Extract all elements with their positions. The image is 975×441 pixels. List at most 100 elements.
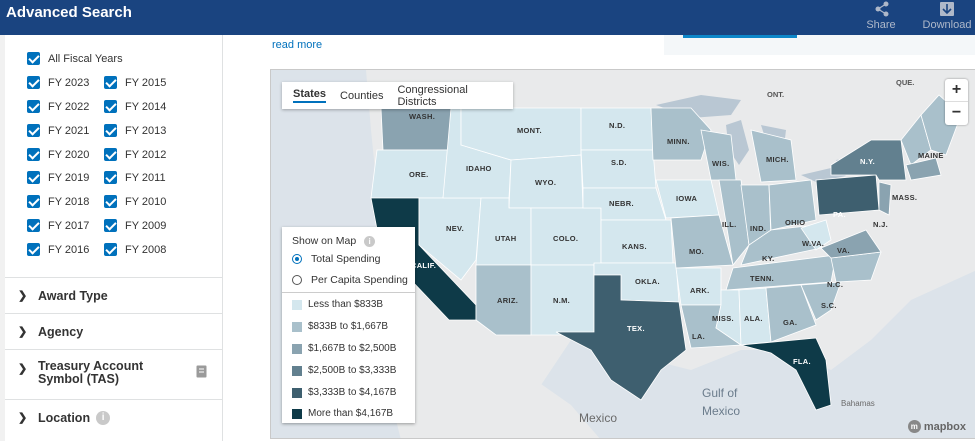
fy-checkbox[interactable]: FY 2011 — [104, 171, 166, 184]
legend-item: $2,500B to $3,333B — [292, 365, 396, 376]
state-label: MONT. — [517, 126, 542, 135]
map-scope-tabs: States Counties Congressional Districts — [282, 82, 513, 109]
state-label: N.J. — [873, 220, 888, 229]
fy-checkbox[interactable]: FY 2021 — [27, 124, 89, 137]
legend-swatch — [292, 299, 302, 310]
state-label: N.C. — [827, 280, 844, 289]
state-label: ARIZ. — [497, 296, 519, 305]
main-content: read more — [222, 35, 975, 441]
filter-agency[interactable]: ❯ Agency — [5, 313, 223, 349]
geo-label: QUE. — [896, 78, 915, 87]
legend-item: Less than $833B — [292, 299, 383, 310]
state-label: N.D. — [609, 121, 626, 130]
fy-checkbox[interactable]: FY 2017 — [27, 219, 89, 232]
state-label: MICH. — [766, 155, 789, 164]
info-icon[interactable]: i — [364, 236, 376, 247]
state-label: N.M. — [553, 296, 571, 305]
state-label: WASH. — [409, 112, 436, 121]
legend-swatch — [292, 321, 302, 332]
state-label: ARK. — [690, 286, 710, 295]
fy-checkbox[interactable]: FY 2023 — [27, 76, 89, 89]
radio-total-spending[interactable]: Total Spending — [292, 253, 380, 265]
fy-checkbox[interactable]: FY 2020 — [27, 148, 89, 161]
tab-congressional-districts[interactable]: Congressional Districts — [397, 83, 468, 108]
state-label: W.VA. — [802, 239, 825, 248]
download-label: Download — [922, 19, 972, 31]
state-label: OHIO — [785, 218, 806, 227]
book-icon — [196, 365, 207, 378]
read-more-link[interactable]: read more — [272, 39, 323, 51]
geo-label: Mexico — [579, 411, 618, 425]
zoom-out-button[interactable]: − — [951, 104, 962, 121]
fy-checkbox[interactable]: FY 2013 — [104, 124, 166, 137]
fy-checkbox[interactable]: FY 2012 — [104, 148, 166, 161]
geo-label: Bahamas — [841, 399, 875, 408]
tab-counties[interactable]: Counties — [340, 89, 384, 102]
state-label: ALA. — [744, 314, 763, 323]
fy-checkbox[interactable]: FY 2008 — [104, 243, 166, 256]
radio-icon — [292, 275, 302, 285]
checkbox-icon — [104, 171, 117, 184]
state-label: CALIF. — [411, 261, 437, 270]
checkbox-icon — [27, 243, 40, 256]
filter-location[interactable]: ❯ Location i — [5, 399, 223, 435]
chevron-right-icon: ❯ — [18, 412, 28, 424]
page-title: Advanced Search — [6, 4, 132, 21]
state-label: MAINE — [918, 151, 944, 160]
chevron-right-icon: ❯ — [18, 290, 28, 302]
checkbox-icon — [104, 148, 117, 161]
state-label: N.Y. — [860, 157, 875, 166]
state-label: WYO. — [535, 178, 557, 187]
geo-label: Mexico — [702, 404, 741, 418]
fy-checkbox[interactable]: FY 2019 — [27, 171, 89, 184]
state-label: FLA. — [793, 357, 811, 366]
show-on-map-label: Show on Map i — [292, 235, 376, 247]
state-label: PA. — [833, 210, 846, 219]
state-label: IND. — [750, 224, 767, 233]
state-label: WIS. — [712, 159, 730, 168]
state-label: UTAH — [495, 234, 517, 243]
legend-item: More than $4,167B — [292, 408, 393, 419]
checkbox-icon — [104, 76, 117, 89]
checkbox-icon — [27, 195, 40, 208]
fy-checkbox[interactable]: FY 2018 — [27, 195, 89, 208]
fy-checkbox[interactable]: FY 2016 — [27, 243, 89, 256]
legend-item: $833B to $1,667B — [292, 321, 388, 332]
zoom-in-button[interactable]: + — [945, 79, 968, 102]
filter-award-type[interactable]: ❯ Award Type — [5, 277, 223, 313]
fiscal-year-panel: All Fiscal Years FY 2023 FY 2022 FY 2021… — [5, 35, 223, 272]
state-label: NEBR. — [609, 199, 634, 208]
chevron-right-icon: ❯ — [18, 326, 28, 338]
state-label: GA. — [783, 318, 798, 327]
fy-checkbox[interactable]: FY 2009 — [104, 219, 166, 232]
checkbox-icon — [27, 100, 40, 113]
spending-map[interactable]: WASH. ORE. CALIF. NEV. IDAHO MONT. WYO. … — [270, 69, 975, 439]
state-label: VA. — [837, 246, 850, 255]
fy-checkbox[interactable]: FY 2015 — [104, 76, 166, 89]
share-icon — [875, 1, 889, 17]
legend-swatch — [292, 387, 302, 398]
fy-checkbox[interactable]: FY 2014 — [104, 100, 166, 113]
state-label: LA. — [692, 332, 705, 341]
share-label: Share — [866, 19, 896, 31]
checkbox-icon — [27, 76, 40, 89]
legend-swatch — [292, 365, 302, 376]
fy-checkbox[interactable]: FY 2022 — [27, 100, 89, 113]
radio-per-capita-spending[interactable]: Per Capita Spending — [292, 274, 408, 286]
mapbox-attribution[interactable]: m mapbox — [907, 420, 966, 433]
download-button[interactable]: Download — [920, 0, 974, 35]
state-label: IDAHO — [466, 164, 492, 173]
legend-swatch — [292, 343, 302, 354]
state-label: MISS. — [712, 314, 734, 323]
state-label: ORE. — [409, 170, 429, 179]
info-icon[interactable]: i — [96, 410, 111, 425]
checkbox-icon — [27, 124, 40, 137]
map-legend: Show on Map i Total Spending Per Capita … — [282, 227, 415, 423]
filter-tas[interactable]: ❯ Treasury Account Symbol (TAS) — [5, 349, 223, 399]
all-fiscal-years-checkbox[interactable]: All Fiscal Years — [27, 52, 123, 65]
state-label: OKLA. — [635, 277, 660, 286]
share-button[interactable]: Share — [864, 0, 898, 35]
fy-checkbox[interactable]: FY 2010 — [104, 195, 166, 208]
state-label: S.D. — [611, 158, 627, 167]
tab-states[interactable]: States — [293, 88, 327, 103]
